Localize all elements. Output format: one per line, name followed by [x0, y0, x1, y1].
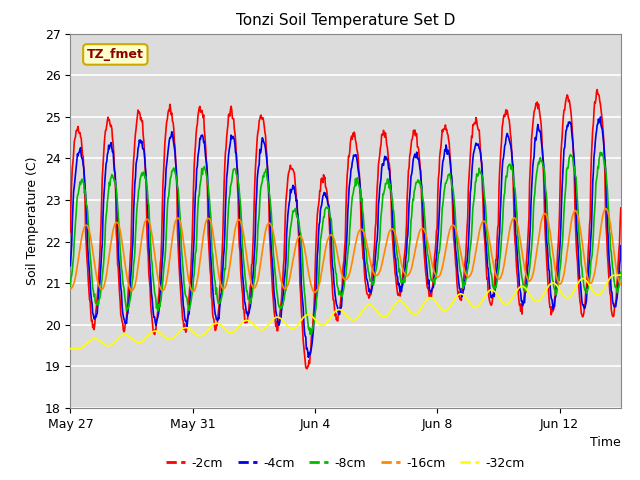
-4cm: [305, 354, 312, 360]
-8cm: [596, 150, 604, 156]
Text: TZ_fmet: TZ_fmet: [87, 48, 144, 61]
-8cm: [379, 191, 387, 197]
-2cm: [86, 299, 94, 304]
-32cm: [297, 318, 305, 324]
-16cm: [311, 289, 319, 295]
-32cm: [87, 337, 95, 343]
-16cm: [296, 233, 304, 239]
-16cm: [67, 286, 74, 292]
-8cm: [196, 183, 204, 189]
Line: -16cm: -16cm: [70, 208, 621, 292]
-2cm: [593, 87, 601, 93]
-2cm: [617, 205, 625, 211]
-2cm: [379, 132, 387, 138]
-8cm: [86, 253, 94, 259]
-4cm: [596, 114, 604, 120]
-4cm: [196, 135, 204, 141]
Title: Tonzi Soil Temperature Set D: Tonzi Soil Temperature Set D: [236, 13, 455, 28]
-16cm: [512, 216, 520, 222]
X-axis label: Time: Time: [590, 436, 621, 449]
-32cm: [268, 318, 275, 324]
-8cm: [617, 269, 625, 275]
-2cm: [267, 251, 275, 257]
-4cm: [86, 281, 94, 287]
-2cm: [296, 281, 304, 287]
Line: -4cm: -4cm: [70, 117, 621, 357]
-8cm: [512, 192, 520, 198]
Line: -2cm: -2cm: [70, 90, 621, 369]
-16cm: [602, 205, 609, 211]
-4cm: [512, 231, 520, 237]
-2cm: [67, 229, 74, 235]
Line: -32cm: -32cm: [70, 275, 621, 349]
-16cm: [379, 257, 387, 263]
-4cm: [379, 161, 387, 167]
-16cm: [617, 281, 625, 287]
-32cm: [196, 333, 204, 339]
Y-axis label: Soil Temperature (C): Soil Temperature (C): [26, 156, 39, 285]
-8cm: [307, 331, 314, 337]
-2cm: [196, 104, 204, 109]
-2cm: [512, 244, 520, 250]
Legend: -2cm, -4cm, -8cm, -16cm, -32cm: -2cm, -4cm, -8cm, -16cm, -32cm: [161, 452, 530, 475]
-32cm: [617, 272, 625, 278]
-4cm: [267, 233, 275, 239]
-32cm: [512, 290, 520, 296]
-4cm: [617, 243, 625, 249]
-8cm: [296, 228, 304, 234]
Line: -8cm: -8cm: [70, 153, 621, 334]
-4cm: [67, 263, 74, 269]
-32cm: [67, 346, 74, 351]
-4cm: [296, 242, 304, 248]
-8cm: [67, 283, 74, 288]
-32cm: [379, 314, 387, 320]
-8cm: [267, 204, 275, 209]
-2cm: [303, 366, 311, 372]
-16cm: [86, 232, 94, 238]
-32cm: [72, 346, 79, 352]
-16cm: [196, 259, 204, 265]
-16cm: [267, 221, 275, 227]
